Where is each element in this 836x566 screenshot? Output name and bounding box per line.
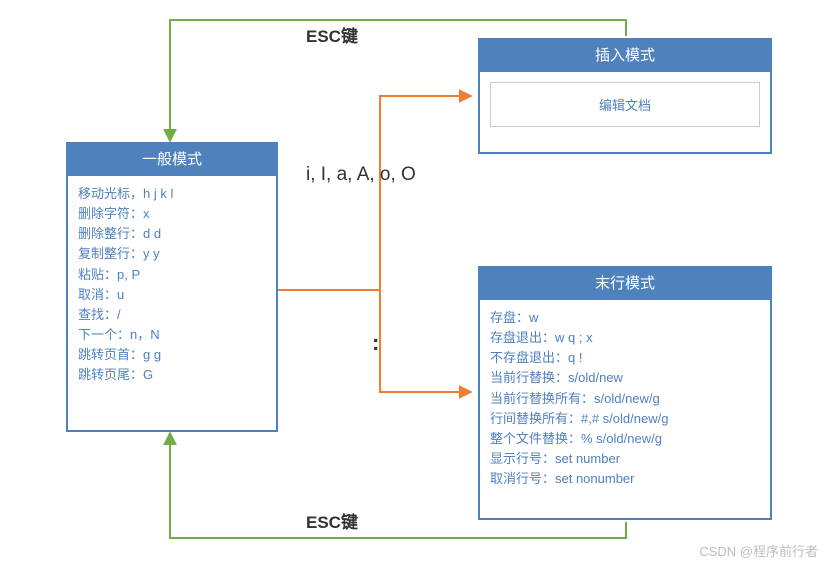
diagram-canvas: 一般模式 移动光标，h j k l删除字符：x删除整行：d d复制整行：y y粘…	[0, 0, 836, 566]
body-line: 不存盘退出：q !	[490, 348, 760, 368]
body-line: 删除字符：x	[78, 204, 266, 224]
body-line: 查找：/	[78, 305, 266, 325]
edge-label-esc-bottom: ESC键	[306, 508, 358, 533]
body-line: 存盘：w	[490, 308, 760, 328]
body-line: 整个文件替换：% s/old/new/g	[490, 429, 760, 449]
edge-label-esc-top: ESC键	[306, 22, 358, 47]
edge-label-colon: :	[372, 330, 379, 356]
body-line: 取消：u	[78, 285, 266, 305]
body-line: 当前行替换所有：s/old/new/g	[490, 389, 760, 409]
body-line: 粘贴：p, P	[78, 265, 266, 285]
node-normal-mode: 一般模式 移动光标，h j k l删除字符：x删除整行：d d复制整行：y y粘…	[66, 142, 278, 432]
node-insert-title: 插入模式	[480, 40, 770, 72]
body-line: 行间替换所有：#,# s/old/new/g	[490, 409, 760, 429]
body-line: 复制整行：y y	[78, 244, 266, 264]
body-line: 下一个：n，N	[78, 325, 266, 345]
body-line: 显示行号：set number	[490, 449, 760, 469]
body-line: 当前行替换：s/old/new	[490, 368, 760, 388]
body-line: 取消行号：set nonumber	[490, 469, 760, 489]
body-line: 跳转页首：g g	[78, 345, 266, 365]
node-insert-body: 编辑文档	[490, 82, 760, 127]
edge-label-insert-keys: i, I, a, A, o, O	[306, 164, 416, 186]
body-line: 存盘退出：w q ; x	[490, 328, 760, 348]
edge-branch-up-to-insert	[380, 96, 470, 290]
node-normal-title: 一般模式	[68, 144, 276, 176]
body-line: 跳转页尾：G	[78, 365, 266, 385]
body-line: 移动光标，h j k l	[78, 184, 266, 204]
node-lastline-mode: 末行模式 存盘：w存盘退出：w q ; x不存盘退出：q !当前行替换：s/ol…	[478, 266, 772, 520]
node-lastline-body: 存盘：w存盘退出：w q ; x不存盘退出：q !当前行替换：s/old/new…	[480, 300, 770, 497]
watermark-text: CSDN @程序前行者	[699, 541, 818, 560]
body-line: 删除整行：d d	[78, 224, 266, 244]
node-insert-mode: 插入模式 编辑文档	[478, 38, 772, 154]
node-normal-body: 移动光标，h j k l删除字符：x删除整行：d d复制整行：y y粘贴：p, …	[68, 176, 276, 393]
edge-branch-down-to-lastline	[380, 290, 470, 392]
node-lastline-title: 末行模式	[480, 268, 770, 300]
